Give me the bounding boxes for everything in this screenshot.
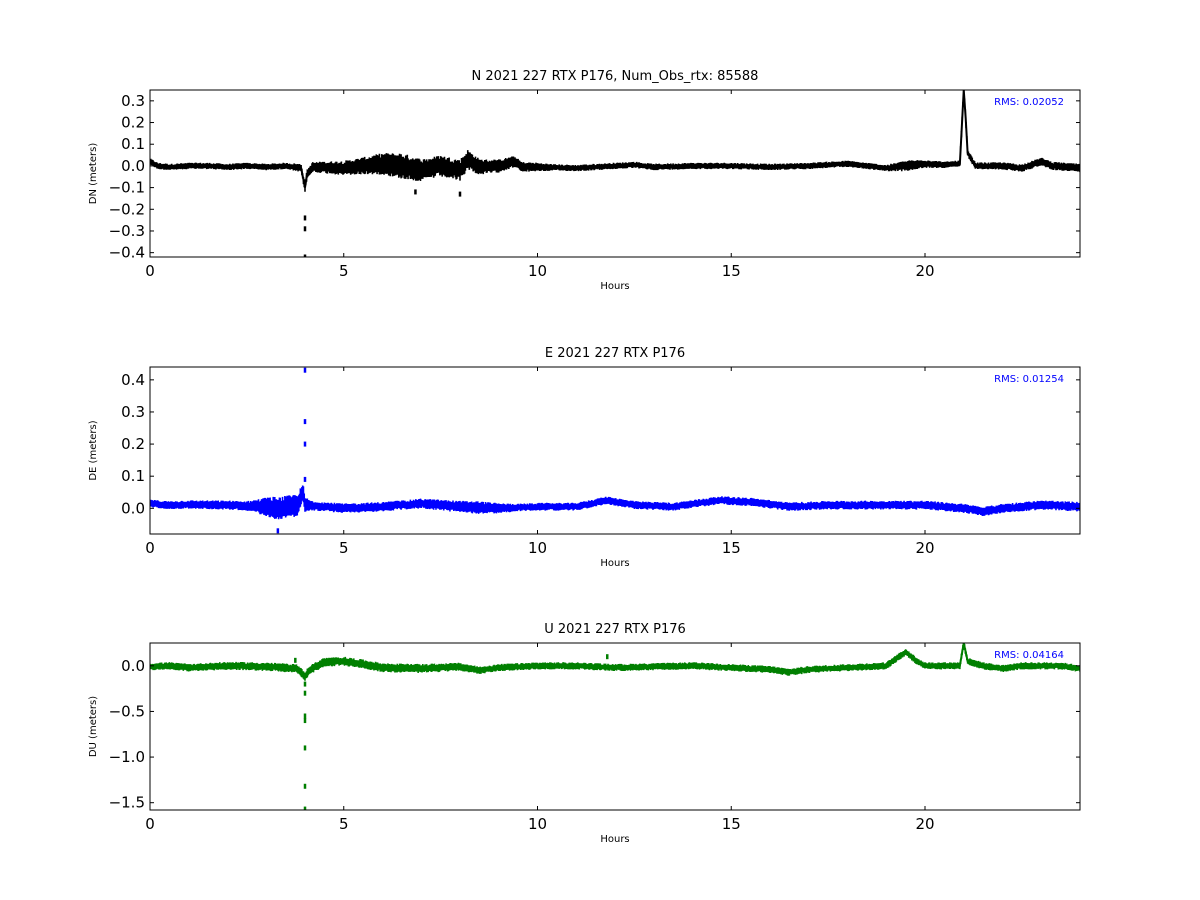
x-tick-label: 10	[528, 539, 547, 557]
series-line	[150, 643, 1080, 679]
y-tick-label: −0.5	[109, 702, 145, 720]
series-trace	[150, 367, 1080, 534]
y-tick-label: 0.2	[121, 435, 145, 453]
x-axis-label: Hours	[600, 281, 629, 292]
y-tick-label: 0.0	[121, 157, 145, 175]
x-tick-label: 20	[915, 815, 934, 833]
y-tick-label: −0.4	[109, 244, 145, 262]
x-tick-label: 0	[145, 262, 155, 280]
y-tick-label: 0.4	[121, 371, 145, 389]
chart-title: E 2021 227 RTX P176	[545, 346, 685, 361]
series-trace	[150, 643, 1080, 810]
y-tick-label: 0.0	[121, 657, 145, 675]
y-tick-label: −0.3	[109, 222, 145, 240]
y-tick-label: 0.3	[121, 403, 145, 421]
x-tick-label: 10	[528, 262, 547, 280]
x-tick-label: 20	[915, 262, 934, 280]
rms-annotation: RMS: 0.04164	[994, 650, 1064, 661]
rms-annotation: RMS: 0.02052	[994, 97, 1064, 108]
x-tick-label: 0	[145, 815, 155, 833]
y-tick-label: 0.2	[121, 114, 145, 132]
subplot-up: 0 5 10 15 20 0.0 −0.5 −1.0 −1.5 U 2021 227 RTX P1…	[88, 622, 1081, 845]
series-line	[150, 90, 1080, 188]
series-noise-band	[150, 90, 1080, 192]
y-tick-label: 0.1	[121, 135, 145, 153]
x-tick-label: 5	[339, 539, 349, 557]
y-axis-label: DE (meters)	[88, 420, 99, 480]
rms-annotation: RMS: 0.01254	[994, 374, 1064, 385]
subplot-east: 0 5 10 15 20 0.4 0.3 0.2 0.1 0.0 E 2021 227 RTX P1…	[88, 346, 1081, 569]
y-tick-label: 0.1	[121, 467, 145, 485]
x-tick-label: 0	[145, 539, 155, 557]
x-tick-label: 5	[339, 262, 349, 280]
x-tick-label: 15	[722, 815, 741, 833]
y-tick-label: 0.3	[121, 92, 145, 110]
x-axis-label: Hours	[600, 834, 629, 845]
x-tick-label: 15	[722, 539, 741, 557]
y-tick-label: −1.5	[109, 794, 145, 812]
axes-frame	[149, 642, 1081, 811]
axes-frame	[149, 89, 1081, 258]
x-tick-label: 5	[339, 815, 349, 833]
x-axis-label: Hours	[600, 558, 629, 569]
x-tick-label: 15	[722, 262, 741, 280]
y-tick-label: −1.0	[109, 748, 145, 766]
chart-title: N 2021 227 RTX P176, Num_Obs_rtx: 85588	[472, 69, 759, 84]
chart-title: U 2021 227 RTX P176	[544, 622, 686, 637]
y-tick-label: −0.1	[109, 179, 145, 197]
series-noise-band	[150, 643, 1080, 681]
x-tick-label: 10	[528, 815, 547, 833]
subplot-north: 0 5 10 15 20 0.3 0.2 0.1 0.0 −0.1 −0.2 −0.3 −0.4 N 20…	[88, 69, 1081, 292]
y-axis-label: DU (meters)	[88, 696, 99, 757]
series-trace	[150, 90, 1080, 257]
axes-frame	[149, 366, 1081, 535]
series-line	[150, 488, 1080, 513]
y-tick-label: −0.2	[109, 200, 145, 218]
y-tick-label: 0.0	[121, 499, 145, 517]
y-axis-label: DN (meters)	[88, 143, 99, 205]
x-tick-label: 20	[915, 539, 934, 557]
